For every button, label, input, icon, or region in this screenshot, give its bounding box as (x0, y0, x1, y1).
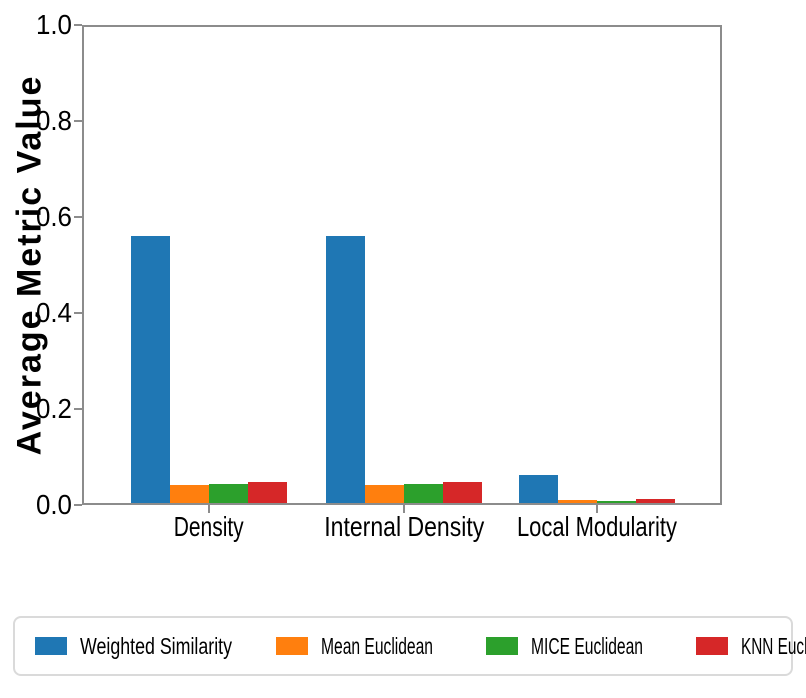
y-axis-title: Average Metric Value (11, 75, 50, 456)
legend-label: Mean Euclidean (321, 633, 434, 659)
bar (169, 484, 209, 505)
legend-label: MICE Euclidean (531, 633, 644, 659)
legend-item: Weighted Similarity (35, 632, 276, 660)
y-tick-label-text: 0.8 (36, 105, 72, 136)
x-tick-label-text: Internal Density (323, 511, 484, 542)
y-tick-label: 0.8 (0, 105, 72, 137)
bar (519, 474, 559, 505)
bar (364, 484, 404, 505)
bar (636, 498, 676, 505)
y-tick-label-text: 1.0 (36, 9, 72, 40)
x-tick-label: Local Modularity (477, 511, 717, 543)
plot-area (82, 25, 722, 505)
y-tick-label-text: 0.2 (36, 393, 72, 424)
legend-item: KNN Euclidean (696, 632, 806, 660)
bar (208, 483, 248, 505)
legend-label: Weighted Similarity (80, 633, 232, 659)
legend-swatch (276, 637, 309, 655)
y-tick-label: 1.0 (0, 9, 72, 41)
legend-item: MICE Euclidean (486, 632, 696, 660)
x-tick-label: Density (89, 511, 329, 543)
y-tick-label-text: 0.0 (36, 489, 72, 520)
y-tick-label-text: 0.6 (36, 201, 72, 232)
bars-layer (82, 25, 722, 505)
x-tick-label-text: Density (173, 511, 244, 542)
y-tick-label: 0.6 (0, 201, 72, 233)
y-tick-mark (74, 408, 82, 410)
y-tick-mark (74, 24, 82, 26)
legend-item: Mean Euclidean (276, 632, 486, 660)
x-tick-label-text: Local Modularity (517, 511, 678, 542)
y-tick-mark (74, 216, 82, 218)
x-tick-label: Internal Density (284, 511, 524, 543)
y-tick-label: 0.4 (0, 297, 72, 329)
y-tick-mark (74, 504, 82, 506)
legend: Weighted Similarity Mean Euclidean MICE Eu… (13, 616, 806, 676)
bar (130, 236, 170, 505)
legend-swatch (486, 637, 519, 655)
bar (597, 500, 637, 505)
y-tick-label-text: 0.4 (36, 297, 72, 328)
legend-swatch (35, 637, 67, 655)
legend-label: KNN Euclidean (741, 633, 806, 659)
x-tick-mark (402, 505, 405, 513)
y-axis-title-text: Average Metric Value (10, 74, 49, 456)
bar (325, 236, 365, 505)
bar (247, 482, 287, 505)
bar (442, 482, 482, 505)
x-tick-mark (207, 505, 210, 513)
y-tick-mark (74, 120, 82, 122)
x-tick-mark (596, 505, 599, 513)
y-tick-label: 0.2 (0, 393, 72, 425)
y-tick-label: 0.0 (0, 489, 72, 521)
bar (558, 499, 598, 505)
bar (403, 483, 443, 505)
y-tick-mark (74, 312, 82, 314)
legend-swatch (696, 637, 729, 655)
